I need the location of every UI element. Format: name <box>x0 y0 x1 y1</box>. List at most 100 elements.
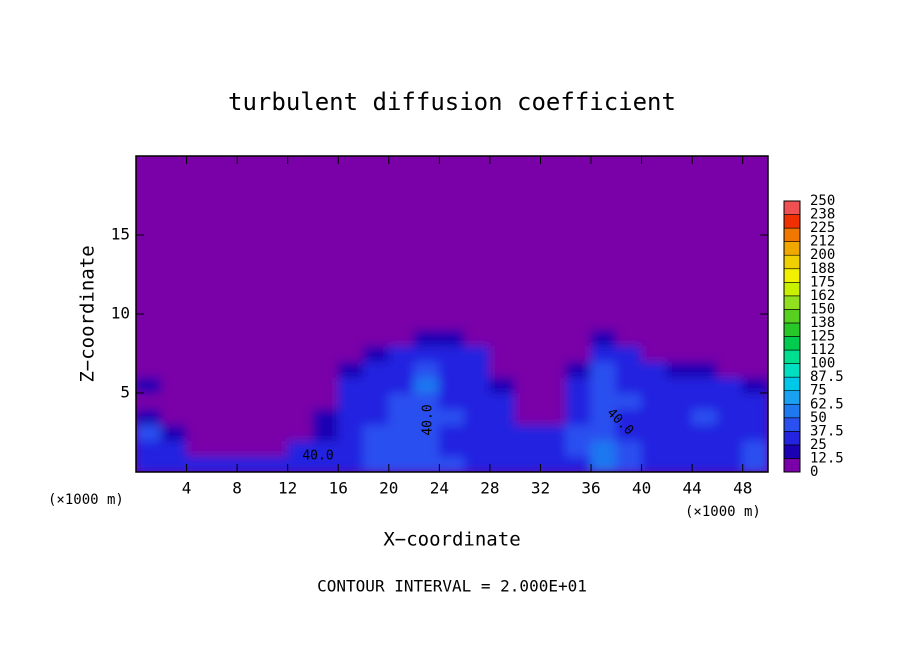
cell <box>287 424 314 441</box>
cell <box>539 345 567 362</box>
cell <box>514 455 541 472</box>
cell <box>615 329 643 347</box>
cell <box>261 408 289 426</box>
colorbar-swatch <box>783 363 801 378</box>
cell <box>312 376 339 394</box>
cell <box>489 439 516 457</box>
cell <box>413 408 440 426</box>
colorbar-label: 75 <box>810 383 827 399</box>
cell <box>666 376 693 394</box>
cell <box>514 439 541 457</box>
cell <box>489 376 516 394</box>
cell <box>136 345 162 362</box>
cell <box>388 376 415 394</box>
cell <box>413 329 440 347</box>
cell <box>464 360 491 378</box>
cell <box>438 439 466 457</box>
cell <box>666 345 693 362</box>
cell <box>615 455 643 472</box>
cell <box>514 313 541 331</box>
cell <box>641 439 668 457</box>
cell <box>136 424 162 441</box>
cell <box>160 455 188 472</box>
cell <box>590 313 617 331</box>
colorbar-swatch <box>783 268 801 283</box>
colorbar-swatch <box>783 431 801 446</box>
cell <box>641 455 668 472</box>
colorbar-label: 25 <box>810 437 827 453</box>
colorbar-label: 125 <box>810 329 835 345</box>
cell <box>742 313 768 331</box>
cell <box>438 313 466 331</box>
cell <box>514 424 541 441</box>
cell <box>312 345 339 362</box>
colorbar-label: 0 <box>810 464 818 480</box>
cell <box>186 360 213 378</box>
cell <box>160 313 188 331</box>
cell <box>489 360 516 378</box>
cell <box>666 329 693 347</box>
cell <box>742 329 768 347</box>
cell <box>413 313 440 331</box>
cell <box>287 439 314 457</box>
colorbar-swatch <box>783 200 801 215</box>
cell <box>565 439 592 457</box>
cell <box>565 313 592 331</box>
cell <box>388 345 415 362</box>
cell <box>337 455 365 472</box>
colorbar-label: 62.5 <box>810 396 844 412</box>
colorbar-swatch <box>783 417 801 432</box>
cell <box>641 313 668 331</box>
colorbar-swatch <box>783 227 801 242</box>
cell <box>641 424 668 441</box>
cell <box>438 345 466 362</box>
cell <box>438 455 466 472</box>
cell <box>312 392 339 410</box>
cell <box>691 329 718 347</box>
x-tick-label: 4 <box>182 479 192 498</box>
x-tick-label: 28 <box>480 479 499 498</box>
footnote: CONTOUR INTERVAL = 2.000E+01 <box>317 577 587 596</box>
cell <box>742 408 768 426</box>
colorbar-swatch <box>783 214 801 229</box>
cell <box>539 408 567 426</box>
colorbar-label: 200 <box>810 247 835 263</box>
cell <box>590 439 617 457</box>
cell <box>312 360 339 378</box>
cell <box>160 329 188 347</box>
cell <box>438 329 466 347</box>
cell <box>160 360 188 378</box>
cell <box>136 455 162 472</box>
colorbar-label: 150 <box>810 301 835 317</box>
cell <box>388 439 415 457</box>
colorbar-label: 238 <box>810 207 835 223</box>
x-tick-label: 8 <box>232 479 242 498</box>
cell <box>211 408 238 426</box>
cell <box>615 345 643 362</box>
cell <box>464 376 491 394</box>
x-axis-label: X−coordinate <box>383 529 520 551</box>
cell <box>136 408 162 426</box>
cell <box>287 345 314 362</box>
colorbar-label: 50 <box>810 410 827 426</box>
colorbar-label: 188 <box>810 261 835 277</box>
cell <box>363 455 390 472</box>
cell <box>539 424 567 441</box>
cell <box>287 360 314 378</box>
cell <box>136 313 162 331</box>
cell <box>211 329 238 347</box>
cell <box>312 424 339 441</box>
cell <box>211 424 238 441</box>
colorbar-label: 212 <box>810 234 835 250</box>
cell <box>438 376 466 394</box>
cell <box>312 455 339 472</box>
y-tick-label: 5 <box>120 383 130 402</box>
cell <box>615 439 643 457</box>
cell <box>590 360 617 378</box>
cell <box>337 345 365 362</box>
cell <box>464 424 491 441</box>
cell <box>413 376 440 394</box>
cell <box>160 424 188 441</box>
